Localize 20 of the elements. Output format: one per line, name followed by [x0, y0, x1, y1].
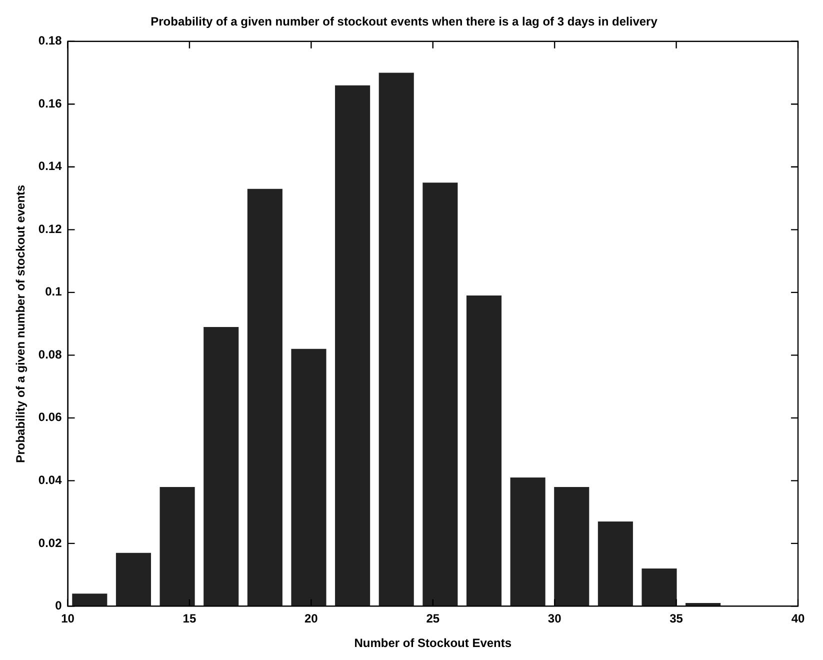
y-tick-label: 0.04	[38, 473, 62, 487]
x-tick-label: 25	[426, 612, 440, 626]
y-tick-label: 0.16	[38, 96, 62, 110]
x-tick-label: 40	[791, 612, 805, 626]
y-tick-label: 0.1	[45, 284, 62, 299]
x-tick-label: 30	[548, 612, 562, 626]
y-tick-label: 0.02	[38, 536, 62, 550]
y-tick-label: 0.06	[38, 410, 62, 424]
y-axis-title: Probability of a given number of stockout events	[14, 184, 28, 463]
x-tick-label: 35	[670, 612, 684, 626]
y-tick-label: 0.18	[38, 34, 62, 48]
x-axis-title: Number of Stockout Events	[354, 636, 512, 650]
chart-title: Probability of a given number of stockout events when there is a lag of 3 days in delivery	[150, 14, 658, 29]
y-tick-label: 0.14	[38, 159, 62, 174]
x-tick-label: 20	[304, 612, 318, 626]
x-tick-label: 15	[182, 612, 196, 626]
y-tick-label: 0.12	[38, 222, 62, 236]
y-tick-label: 0.08	[38, 347, 62, 362]
y-tick-label: 0	[55, 598, 62, 613]
x-tick-label: 10	[61, 612, 75, 626]
